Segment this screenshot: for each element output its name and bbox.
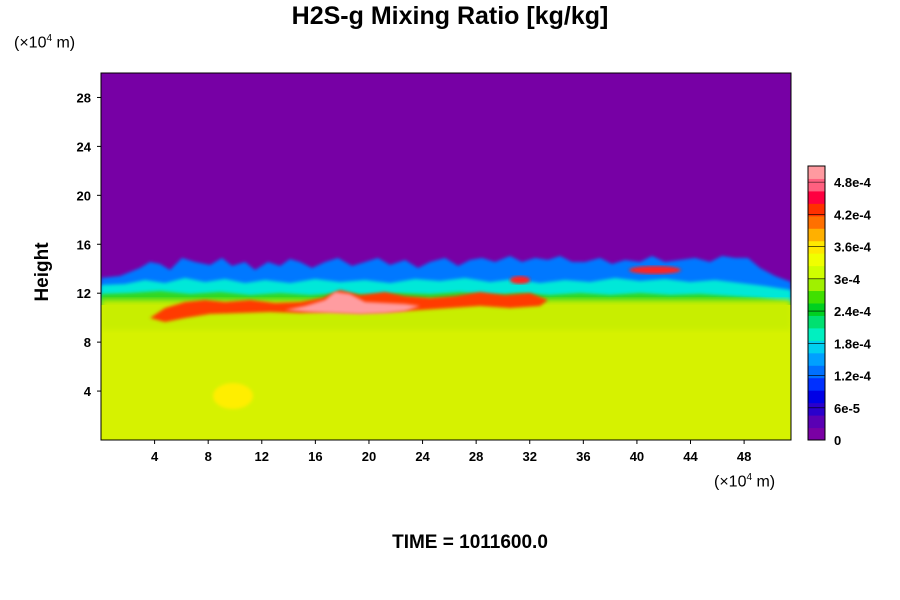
colorbar-swatch (808, 352, 825, 366)
colorbar-swatch (808, 278, 825, 292)
colorbar-swatch (808, 240, 825, 254)
x-tick-label: 40 (630, 449, 644, 464)
y-tick-label: 16 (77, 237, 91, 252)
x-tick-label: 16 (308, 449, 322, 464)
y-axis-unit: (×104 m) (14, 33, 76, 52)
colorbar-swatch (808, 190, 825, 204)
colorbar-swatch (808, 327, 825, 341)
heatmap-field (101, 73, 791, 440)
colorbar-swatch (808, 365, 825, 379)
x-tick-label: 48 (737, 449, 751, 464)
colorbar-swatch (808, 290, 825, 304)
field-red-streak (629, 266, 681, 274)
colorbar-swatch (808, 377, 825, 391)
y-tick-label: 8 (84, 335, 91, 350)
colorbar-swatch (808, 340, 825, 354)
colorbar-tick-label: 2.4e-4 (834, 304, 872, 319)
colorbar-swatch (808, 166, 825, 179)
colorbar-swatch (808, 303, 825, 316)
colorbar-swatch (808, 253, 825, 267)
x-tick-label: 36 (576, 449, 590, 464)
colorbar-tick-label: 6e-5 (834, 401, 860, 416)
x-tick-label: 28 (469, 449, 483, 464)
y-axis-ticks: 4 8 12 16 20 24 28 (77, 90, 101, 399)
y-tick-label: 12 (77, 286, 91, 301)
plot-frame (100, 72, 792, 441)
y-tick-label: 28 (77, 90, 91, 105)
y-tick-label: 4 (84, 384, 92, 399)
x-axis-unit: (×104 m) (714, 472, 776, 491)
x-tick-label: 4 (151, 449, 159, 464)
chart-title: H2S-g Mixing Ratio [kg/kg] (291, 2, 609, 30)
colorbar-tick-label: 1.8e-4 (834, 336, 872, 351)
colorbar: 0 6e-5 1.2e-4 1.8e-4 2.4e-4 3e-4 3.6e-4 4.2e-4 4… (807, 165, 872, 448)
x-tick-label: 12 (255, 449, 269, 464)
colorbar-tick-label: 1.2e-4 (834, 369, 872, 384)
colorbar-tick-label: 4.8e-4 (834, 175, 872, 190)
colorbar-swatch (808, 390, 825, 404)
colorbar-tick-label: 0 (834, 433, 841, 448)
x-tick-label: 8 (205, 449, 212, 464)
colorbar-swatch (808, 402, 825, 416)
x-tick-label: 32 (523, 449, 537, 464)
x-tick-label: 24 (415, 449, 430, 464)
x-tick-label: 44 (683, 449, 698, 464)
colorbar-tick-label: 3e-4 (834, 272, 861, 287)
colorbar-swatch (808, 178, 825, 192)
field-bright-patch (213, 383, 253, 409)
x-tick-label: 20 (362, 449, 376, 464)
field-red-streak (510, 276, 530, 284)
colorbar-swatch (808, 228, 825, 242)
colorbar-swatch (808, 315, 825, 329)
colorbar-swatch (808, 427, 825, 441)
field-peak-band (285, 292, 420, 314)
colorbar-swatch (808, 215, 825, 229)
time-label: TIME = 1011600.0 (392, 532, 548, 553)
y-tick-label: 24 (77, 139, 92, 154)
colorbar-tick-label: 3.6e-4 (834, 240, 872, 255)
colorbar-tick-label: 4.2e-4 (834, 207, 872, 222)
colorbar-swatch (808, 203, 825, 217)
y-tick-label: 20 (77, 188, 91, 203)
colorbar-swatch (808, 265, 825, 279)
colorbar-swatch (808, 415, 825, 429)
x-axis-ticks: 4 8 12 16 20 24 28 32 36 40 44 48 (151, 440, 751, 464)
